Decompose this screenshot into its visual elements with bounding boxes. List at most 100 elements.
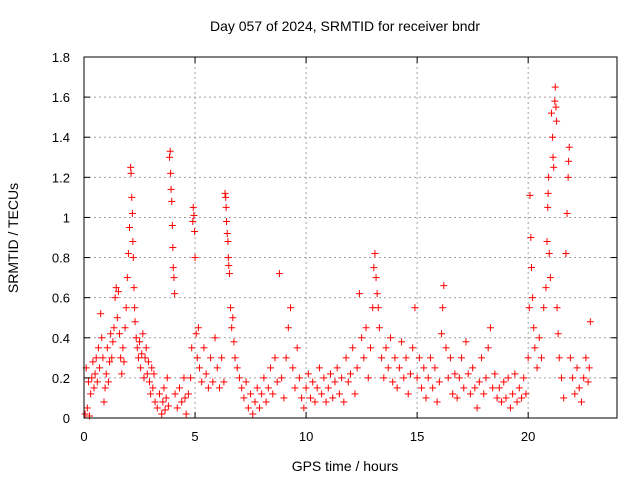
data-point [374,304,382,312]
data-point [121,324,129,332]
data-point [141,354,149,362]
data-point [549,133,557,141]
data-point [110,324,118,332]
data-point [393,384,401,392]
data-point [150,370,158,378]
data-point [116,330,124,338]
data-point [462,338,470,346]
data-point [360,354,368,362]
data-point [229,314,237,322]
data-point [140,374,148,382]
y-tick-label: 1 [63,210,70,225]
data-point [564,173,572,181]
data-point [545,250,553,258]
data-point [224,238,232,246]
data-point [136,338,144,346]
data-point [384,364,392,372]
data-point [103,344,111,352]
data-point [134,354,142,362]
data-point [371,250,379,258]
data-point [551,83,559,91]
data-point [438,330,446,338]
data-point [167,185,175,193]
data-point [129,254,137,262]
data-point [473,404,481,412]
data-point [151,398,159,406]
data-point [247,390,255,398]
data-point [320,374,328,382]
data-point [129,238,137,246]
data-point [163,374,171,382]
data-point [139,330,147,338]
data-point [146,378,154,386]
data-point [166,153,174,161]
data-point [540,304,548,312]
data-point [171,290,179,298]
data-point [275,270,283,278]
data-point [382,344,390,352]
data-point [560,394,568,402]
data-point [544,203,552,211]
data-point [372,274,380,282]
x-tick-label: 15 [410,429,424,444]
data-point [221,189,229,197]
data-point [552,103,560,111]
data-point [525,304,533,312]
data-point [420,364,428,372]
data-point [144,358,152,366]
data-point [480,390,488,398]
data-point [464,370,472,378]
data-point [524,354,532,362]
data-point [204,384,212,392]
data-point [198,378,206,386]
data-point [89,358,97,366]
data-point [192,330,200,338]
data-point [533,364,541,372]
data-point [138,350,146,358]
data-point [223,229,231,237]
data-point [554,330,562,338]
data-point [220,378,228,386]
data-point [171,390,179,398]
data-point [511,370,519,378]
data-point [260,374,268,382]
data-point [159,398,167,406]
data-point [112,284,120,292]
data-point [162,394,170,402]
data-point [542,284,550,292]
y-axis-label: SRMTID / TECUs [5,183,21,293]
data-point [200,344,208,352]
data-point [313,384,321,392]
data-point [413,374,421,382]
data-point [106,358,114,366]
data-point [300,404,308,412]
data-point [562,250,570,258]
data-point [166,147,174,155]
data-point [402,354,410,362]
data-point [489,384,497,392]
data-point [267,364,275,372]
data-point [435,378,443,386]
data-point [269,390,277,398]
data-point [127,169,135,177]
data-point [471,384,479,392]
data-point [167,169,175,177]
data-point [358,334,366,342]
data-point [422,394,430,402]
data-point [491,370,499,378]
data-point [109,338,117,346]
data-point [118,370,126,378]
data-point [424,374,432,382]
data-point [565,143,573,151]
data-point [475,378,483,386]
data-point [117,354,125,362]
data-point [258,390,266,398]
data-point [386,334,394,342]
data-point [231,354,239,362]
data-point [527,234,535,241]
data-point [97,310,105,318]
data-point [168,221,176,229]
data-point [170,274,178,282]
data-point [311,398,319,406]
